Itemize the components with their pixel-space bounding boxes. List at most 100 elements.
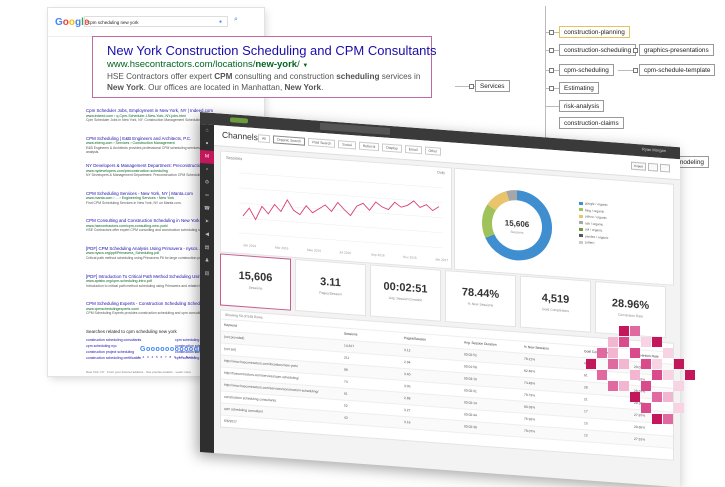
filter-tab[interactable]: Other [424,146,442,156]
x-tick-label: Nov 2016 [403,255,417,260]
expand-handle-icon[interactable] [549,30,554,35]
filter-tab[interactable]: Referral [358,141,380,152]
sessions-chart-svg: Jan 2016 Mar 2016 May 2016 Jul 2016 Sep 2016… [239,172,448,262]
comment-icon[interactable]: ▪ [206,166,208,173]
pixel-square [652,337,662,347]
sitemap-node[interactable]: Services [475,80,510,92]
search-result[interactable]: CPM Consulting and Construction Scheduli… [86,218,258,237]
result-title[interactable]: New York Construction Scheduling and CPM… [107,43,437,58]
pixel-square [608,381,618,391]
result-url: www.ebeng.com › Services › Construction … [86,141,175,146]
sitemap-node[interactable]: construction-scheduling [559,44,637,56]
sitemap-connector [618,70,638,71]
stat-tile-pages-session[interactable]: 3.11 Pages/Session [295,258,366,317]
share-button[interactable] [648,162,658,172]
sitemap-node[interactable]: risk-analysis [559,100,605,112]
stat-tile-goal-completions[interactable]: 4,519 Goal Completions [520,275,591,333]
megaphone-icon[interactable]: ◀ [205,231,209,238]
search-result[interactable]: Cpm Scheduler Jobs, Employment in New Yo… [86,108,258,127]
profile-icon[interactable]: ♟ [204,257,210,264]
filter-tab[interactable]: Email [404,145,422,155]
filter-tab[interactable]: All [258,134,270,144]
search-result[interactable]: NY Developers & Management Department: P… [86,163,258,182]
search-input[interactable]: cpm scheduling new york ● [84,16,228,27]
related-search-link[interactable]: construction scheduling salary [175,349,222,354]
search-results-list: Cpm Scheduler Jobs, Employment in New Yo… [86,108,258,360]
pixel-square [652,359,662,369]
x-tick-label: Jan 2017 [435,257,448,262]
result-title[interactable]: NY Developers & Management Department: P… [86,163,209,169]
related-search-link[interactable]: cpm scheduling jobs [175,337,207,342]
related-search-link[interactable]: construction scheduling consultants [86,337,142,342]
expand-handle-icon[interactable] [633,48,638,53]
search-result[interactable]: [PDF] Introduction To Critical Path Meth… [86,274,258,293]
search-result[interactable]: [PDF] CPM Scheduling Analysis Using Prim… [86,246,258,265]
stat-tile-sessions[interactable]: 15,606 Sessions [220,253,291,311]
expand-handle-icon[interactable] [549,68,554,73]
expand-handle-icon[interactable] [469,84,474,89]
sitemap-node[interactable]: construction-planning [559,26,630,38]
search-result[interactable]: CPM Scheduling Services - New York, NY |… [86,191,258,210]
dashboard-frame: Organic Search Traffic Ryan Morgan ⌂ ● M… [200,112,680,487]
donut-slice [485,190,552,261]
sitemap-node[interactable]: Estimating [559,82,599,94]
stat-tile-avg-duration[interactable]: 00:02:51 Avg. Session Duration [370,264,441,322]
analytics-dashboard-window: Organic Search Traffic Ryan Morgan ⌂ ● M… [200,112,690,487]
chart-icon[interactable]: ▥ [204,270,210,277]
app-logo[interactable] [230,117,248,124]
result-title[interactable]: CPM Consulting and Construction Scheduli… [86,218,213,224]
pixel-square [641,337,651,347]
pixel-square [641,403,651,413]
highlighted-search-result[interactable]: New York Construction Scheduling and CPM… [92,36,437,98]
filter-tab[interactable]: Social [338,140,356,150]
sitemap-node[interactable]: graphics-presentations [639,44,714,56]
search-result[interactable]: CPM Scheduling Experts - Construction Sc… [86,301,258,320]
dropdown-arrow-icon[interactable]: ▼ [302,63,309,69]
filter-tab[interactable]: Paid Search [308,137,336,148]
sitemap-node[interactable]: cpm-scheduling [559,64,614,76]
analytics-icon[interactable]: M [200,150,214,165]
send-icon[interactable]: ➤ [204,218,210,225]
expand-handle-icon[interactable] [633,68,638,73]
expand-handle-icon[interactable] [549,86,554,91]
settings-button[interactable] [660,163,670,173]
sitemap-diagram: construction-planning construction-sched… [455,0,725,433]
sessions-line-chart: Sessions Daily Jan 2016 Mar 2016 May 2016 J… [220,150,452,270]
sitemap-node[interactable]: construction-claims [559,117,624,129]
expand-handle-icon[interactable] [549,48,554,53]
sitemap-node[interactable]: cpm-schedule-template [639,64,716,76]
result-title[interactable]: CPM Scheduling Services - New York, NY |… [86,190,193,196]
pagination-links[interactable]: 1 2 3 4 5 6 7 8 9 10 Next [138,355,196,359]
result-title[interactable]: CPM Scheduling | E&B Engineers and Archi… [86,135,192,141]
result-title[interactable]: CPM Scheduling Experts - Construction Sc… [86,301,208,307]
document-icon[interactable]: ▤ [204,244,210,251]
search-result[interactable]: CPM Scheduling | E&B Engineers and Archi… [86,136,258,155]
settings-icon[interactable]: ⚙ [204,179,210,186]
user-icon[interactable]: ● [205,140,209,147]
stat-tile-new-sessions[interactable]: 78.44%% New Sessions [445,269,516,328]
related-search-link[interactable]: cpm scheduling nyc [86,343,117,348]
related-search-link[interactable]: construction scheduler [175,343,211,348]
home-icon[interactable]: ⌂ [205,127,209,134]
search-icon[interactable]: ⌕ [234,16,238,23]
related-search-link[interactable]: construction scheduling certification [86,355,142,360]
result-snippet: Introduction to critical path method sch… [86,283,208,288]
phone-icon[interactable]: ☎ [203,205,211,212]
filter-tab[interactable]: Display [382,143,402,153]
result-title[interactable]: [PDF] Introduction To Critical Path Meth… [86,273,221,279]
pixel-square [630,348,640,358]
pixel-square [663,392,673,402]
microphone-icon[interactable]: ● [218,19,222,25]
filter-tab-selected[interactable]: Organic Search [272,135,306,146]
user-menu[interactable]: Ryan Morgan [641,146,666,154]
export-button[interactable]: Export [631,161,646,171]
pixel-square [597,370,607,380]
result-url: www.cpmschedulingexperts.com/ [86,306,140,311]
search-query-text: cpm scheduling new york [88,20,139,25]
sessions-series-line [242,199,440,221]
result-title[interactable]: [PDF] CPM Scheduling Analysis Using Prim… [86,245,201,251]
google-logo[interactable]: Google [55,17,90,28]
related-search-link[interactable]: construction project scheduling [86,349,135,354]
result-title[interactable]: Cpm Scheduler Jobs, Employment in New Yo… [86,108,213,113]
link-icon[interactable]: ∞ [205,192,209,199]
